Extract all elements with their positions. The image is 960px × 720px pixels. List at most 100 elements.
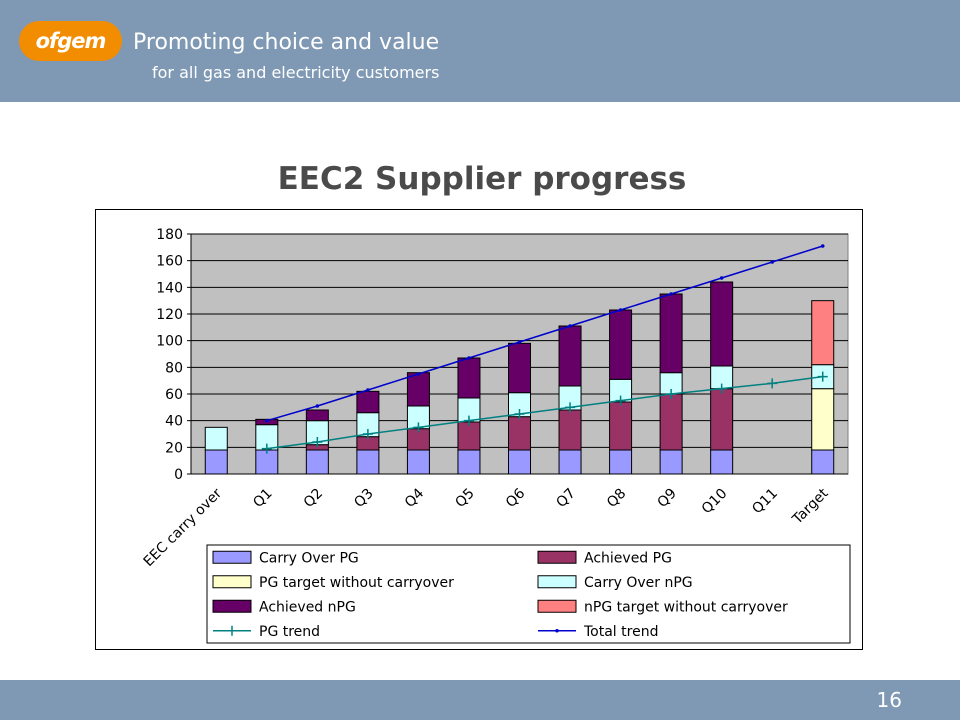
bar-segment [406, 372, 430, 407]
bar-segment [508, 416, 531, 451]
bar-segment [305, 449, 329, 475]
ofgem-logo: ofgem [19, 21, 122, 61]
bar-segment [356, 449, 380, 475]
legend-swatch [537, 575, 577, 589]
bar-segment [659, 393, 683, 451]
trend-point [770, 260, 774, 264]
x-tick-label: Q9 [655, 486, 680, 511]
legend-marker [227, 625, 237, 636]
trend-point [463, 415, 474, 426]
bar-segment [811, 300, 835, 366]
bar-segment [659, 449, 683, 475]
bar-segment [811, 449, 835, 475]
trend-point [416, 372, 421, 376]
x-tick-label: Q5 [452, 486, 477, 511]
x-tick-label: Q2 [301, 486, 326, 511]
x-tick-label: Q10 [699, 486, 731, 518]
legend-label: Total trend [583, 624, 658, 640]
y-tick-label: 0 [174, 467, 183, 483]
x-tick-label: Target [789, 485, 832, 528]
x-tick-label: Q8 [604, 486, 629, 511]
legend-label: nPG target without carryover [584, 599, 788, 615]
legend-label: Achieved PG [584, 550, 672, 566]
legend-swatch [537, 550, 577, 564]
legend-label: Achieved nPG [259, 599, 356, 615]
trend-point [568, 324, 572, 328]
legend-swatch [537, 599, 577, 613]
trend-point [413, 422, 424, 433]
bar-segment [609, 309, 633, 380]
x-tick-label: Q3 [351, 486, 376, 511]
legend-label: Carry Over PG [259, 550, 359, 566]
trend-point [767, 378, 778, 389]
bar-segment [204, 426, 228, 451]
trend-point [261, 443, 272, 454]
legend-swatch [212, 599, 252, 613]
x-tick-label: Q11 [749, 486, 781, 518]
legend-box [206, 544, 851, 644]
y-tick-label: 60 [165, 387, 183, 403]
slide-title: EEC2 Supplier progress [277, 161, 687, 197]
y-tick-label: 100 [156, 334, 183, 350]
y-tick-label: 120 [156, 307, 183, 323]
legend-label: PG trend [259, 624, 320, 640]
y-tick-label: 40 [165, 414, 183, 430]
trend-point [716, 383, 727, 394]
trend-point [362, 429, 373, 439]
trend-point [514, 409, 525, 419]
tagline-line-2: for all gas and electricity customers [152, 63, 440, 82]
bar-segment [558, 409, 582, 451]
header-banner: ofgem Promoting choice and value for all… [0, 0, 960, 102]
y-tick-label: 20 [165, 440, 183, 456]
trend-point [719, 276, 724, 280]
legend-label: Carry Over nPG [584, 575, 693, 591]
x-tick-label: Q1 [250, 486, 275, 511]
bar-segment [406, 449, 430, 475]
x-tick-label: Q6 [503, 485, 528, 510]
bar-segment [659, 293, 683, 374]
bar-segment [710, 449, 734, 475]
bar-segment [710, 388, 734, 451]
bar-segment [558, 449, 582, 475]
x-tick-label: Q4 [402, 485, 427, 510]
bar-segment [457, 449, 481, 475]
bar-segment [204, 449, 228, 475]
bar-segment [609, 401, 633, 451]
bar-segment [811, 388, 835, 451]
trend-point [565, 402, 576, 413]
bar-segment [508, 342, 531, 394]
bar-segment [356, 390, 380, 414]
trend-point [618, 308, 623, 312]
y-tick-label: 80 [165, 360, 183, 376]
trend-line [266, 245, 823, 422]
trend-point [517, 340, 522, 344]
legend-label: PG target without carryover [259, 575, 454, 591]
bar-segment [558, 325, 582, 387]
legend-marker [555, 628, 559, 633]
bar-segment [305, 409, 329, 422]
trend-point [467, 356, 471, 360]
trend-point [820, 244, 825, 248]
trend-point [666, 389, 677, 399]
page-number: 16 [876, 688, 902, 712]
legend-swatch [212, 575, 252, 589]
logo-text: ofgem [35, 29, 107, 53]
y-tick-label: 180 [156, 227, 183, 243]
x-tick-label: Q7 [553, 486, 578, 511]
trend-point [366, 388, 370, 392]
legend-swatch [212, 550, 252, 564]
bar-segment [457, 357, 481, 399]
trend-point [265, 418, 269, 423]
bar-segment [508, 449, 531, 475]
trend-point [669, 292, 673, 296]
trend-point [615, 395, 626, 406]
tagline-line-1: Promoting choice and value [133, 30, 440, 55]
trend-point [817, 371, 828, 382]
bar-segment [710, 281, 734, 367]
bar-segment [457, 421, 481, 451]
y-tick-label: 140 [156, 280, 183, 296]
bar-segment [609, 449, 633, 475]
trend-line [266, 375, 823, 450]
trend-point [312, 437, 323, 447]
